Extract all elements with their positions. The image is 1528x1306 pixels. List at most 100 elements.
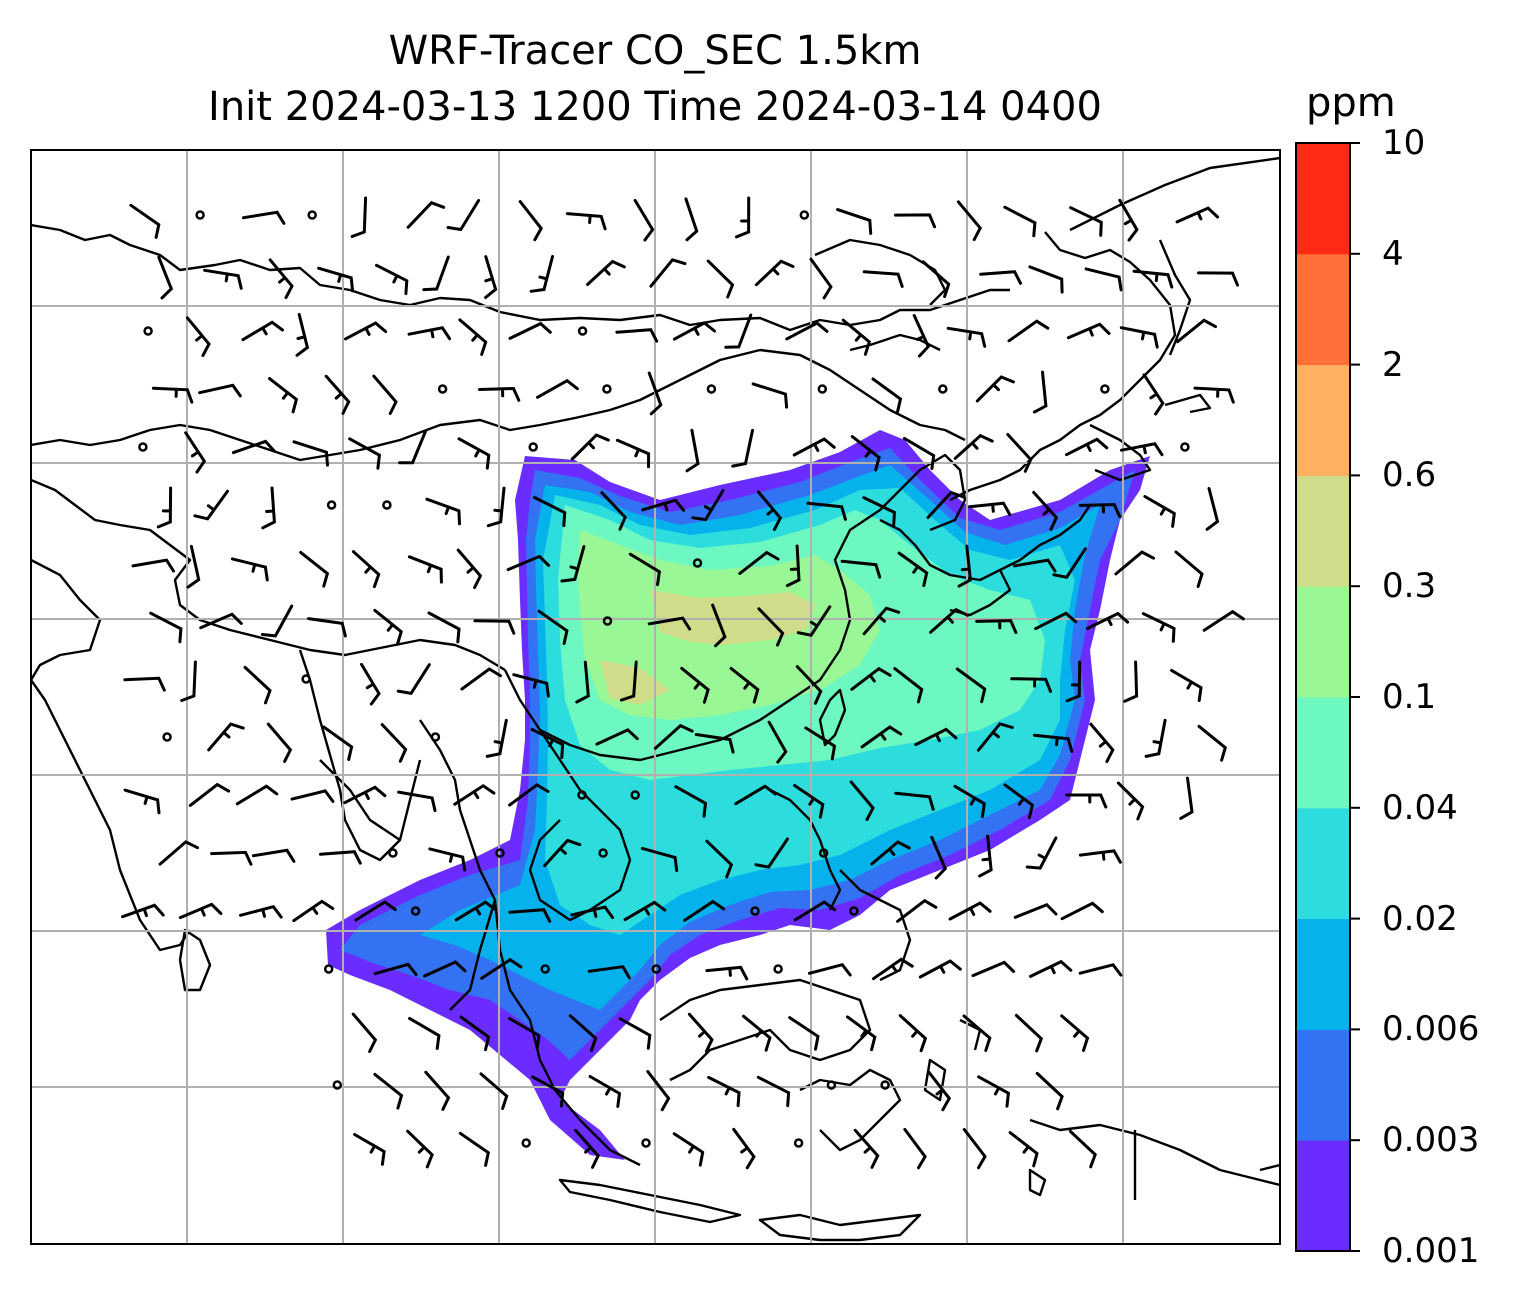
wind-barb: [292, 899, 335, 923]
colorbar-segment: [1296, 253, 1350, 366]
wind-barb: [841, 318, 872, 356]
calm-wind-circle: [692, 558, 703, 568]
calm-wind-circle: [495, 848, 505, 858]
wind-barb: [1068, 1129, 1097, 1169]
wind-barb: [210, 850, 253, 866]
wind-barb: [793, 784, 825, 819]
calm-wind-circle: [849, 906, 859, 916]
wind-barb: [268, 258, 294, 300]
colorbar-segment: [1296, 143, 1350, 255]
wind-barb: [649, 258, 687, 288]
wind-barb: [151, 386, 194, 404]
wind-barb: [532, 495, 567, 528]
wind-barb: [485, 718, 508, 758]
wind-barb: [977, 1075, 1010, 1108]
wind-barb: [1179, 776, 1194, 820]
wind-barb: [1032, 490, 1059, 531]
wind-barb: [1025, 836, 1058, 870]
wind-barb: [850, 666, 892, 691]
wind-barb: [178, 902, 223, 920]
wind-barb: [1205, 487, 1220, 531]
wind-barb: [731, 428, 754, 468]
wind-barb: [672, 1132, 705, 1167]
colorbar-tick-label: 10: [1382, 123, 1426, 163]
wind-barb: [754, 837, 789, 869]
wind-barb: [457, 437, 491, 470]
wind-barb: [806, 501, 847, 521]
wind-barb: [529, 255, 554, 293]
wind-barb: [1202, 609, 1245, 632]
wind-barb: [1078, 849, 1122, 864]
wind-barb: [360, 662, 381, 706]
calm-wind-circle: [750, 906, 760, 916]
wind-barb: [261, 486, 276, 530]
wind-barb: [853, 1128, 880, 1169]
wind-barb: [871, 957, 914, 981]
wind-barb: [241, 320, 284, 342]
wind-barb: [862, 496, 896, 527]
wind-barb: [292, 440, 329, 467]
calm-wind-circle: [1100, 384, 1110, 394]
wind-barb: [628, 552, 662, 587]
wind-barb: [260, 604, 294, 638]
wind-barb: [158, 840, 199, 866]
wind-barb: [351, 1012, 378, 1053]
wind-barb: [1084, 267, 1123, 292]
calm-wind-circle: [410, 906, 421, 916]
wind-barb: [518, 200, 544, 242]
wind-barb: [198, 383, 242, 398]
wind-barb: [926, 490, 965, 519]
wind-barbs: [121, 196, 1245, 1170]
wind-barb: [423, 960, 467, 978]
wind-barb: [121, 903, 165, 919]
wind-barb: [1175, 206, 1220, 224]
wind-barb: [478, 386, 521, 402]
colorbar-tick-label: 0.02: [1382, 898, 1458, 939]
wind-barb: [871, 377, 903, 414]
wind-barb: [962, 1128, 987, 1170]
wind-barb: [157, 255, 174, 300]
wind-barb: [978, 834, 993, 878]
wind-barb: [458, 1131, 490, 1167]
wind-barb: [968, 501, 1012, 517]
wind-barb: [484, 255, 498, 299]
plume-level-0.3: [650, 590, 815, 645]
wind-barb: [512, 673, 550, 698]
wind-barb: [446, 199, 481, 232]
wind-barb: [756, 1075, 791, 1108]
wind-barb: [711, 603, 727, 648]
wind-barb: [207, 722, 245, 752]
wind-barb: [350, 196, 368, 238]
wind-barb: [902, 436, 936, 470]
wind-barb: [1144, 718, 1167, 758]
calm-wind-circle: [818, 848, 829, 858]
wind-barb: [239, 904, 283, 919]
wind-barb: [962, 1014, 992, 1052]
wind-barb: [354, 900, 397, 922]
calm-wind-circle: [826, 1080, 837, 1090]
calm-wind-circle: [382, 500, 392, 510]
wind-barb: [757, 607, 785, 647]
wind-barb: [508, 321, 552, 340]
wind-barb: [1078, 963, 1123, 977]
wind-barb: [914, 727, 958, 747]
colorbar-segment: [1296, 918, 1350, 1030]
wind-barb: [732, 1127, 756, 1170]
wind-barb: [640, 846, 679, 872]
wind-barb: [647, 371, 663, 416]
wind-barb: [1170, 668, 1203, 702]
wind-barb: [344, 321, 388, 341]
colorbar-tick-label: 0.04: [1382, 787, 1458, 828]
wind-barb: [530, 728, 565, 759]
colorbar-tick-label: 0.3: [1382, 566, 1437, 607]
wind-barb: [408, 1016, 441, 1050]
wind-barb: [406, 1129, 434, 1169]
wind-barb: [458, 318, 488, 356]
wind-barb: [893, 667, 924, 704]
wind-barb: [319, 850, 362, 865]
wind-barb: [459, 1015, 491, 1052]
wind-barb: [1123, 660, 1139, 703]
wind-barb: [380, 723, 408, 763]
colorbar-tick-label: 0.6: [1382, 455, 1437, 496]
wind-barb: [508, 783, 550, 807]
